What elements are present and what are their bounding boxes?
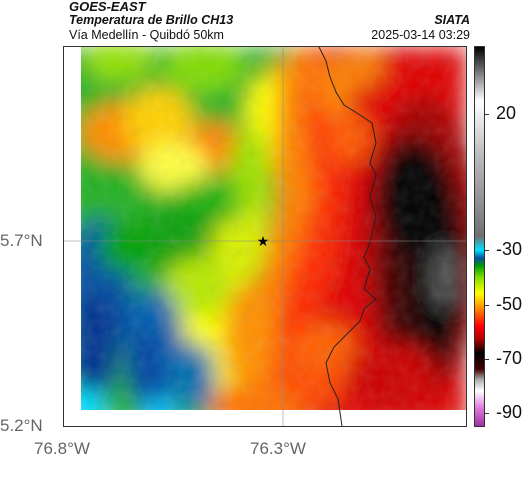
colorbar-tick-mark — [485, 358, 489, 360]
colorbar-tick-label: -30 — [496, 239, 523, 260]
colorbar-tick-label: 20 — [496, 103, 517, 124]
no-data-strip-left — [64, 47, 81, 426]
brand-label: SIATA — [434, 13, 470, 27]
no-data-strip — [64, 410, 466, 426]
datetime-label: 2025-03-14 03:29 — [371, 28, 470, 42]
coastline-border — [318, 47, 377, 426]
x-tick-76.8: 76.8°W — [34, 439, 90, 458]
colorbar-tick-label: -90 — [496, 402, 523, 423]
colorbar-tick-label: -50 — [496, 293, 523, 314]
satellite-title: GOES-EAST — [69, 0, 146, 14]
x-tick-76.3: 76.3°W — [250, 439, 306, 458]
colorbar-tick-mark — [485, 250, 489, 252]
product-title: Temperatura de Brillo CH13 — [69, 13, 234, 27]
region-label: Vía Medellín - Quibdó 50km — [69, 28, 224, 42]
map-panel[interactable]: ★ — [63, 46, 467, 427]
star-marker: ★ — [257, 233, 270, 249]
y-tick-5.7: 5.7°N — [0, 231, 43, 250]
colorbar-tick-mark — [485, 413, 489, 415]
brightness-temperature-map: ★ — [64, 47, 466, 426]
colorbar-tick-mark — [485, 114, 489, 116]
y-tick-5.2: 5.2°N — [0, 416, 43, 435]
colorbar — [474, 46, 485, 427]
colorbar-tick-label: -70 — [496, 347, 523, 368]
colorbar-tick-mark — [485, 304, 489, 306]
